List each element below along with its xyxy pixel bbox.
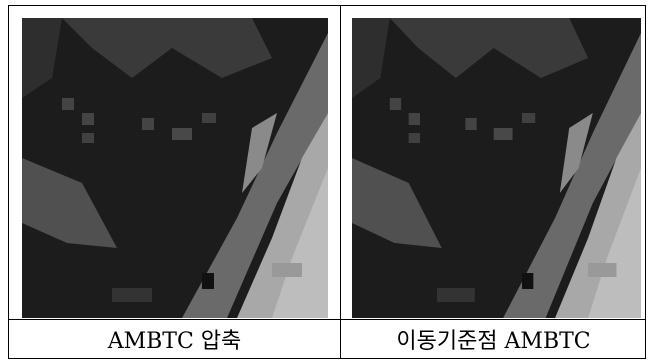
page: AMBTC 압축 이동기준점 AMBTC (() => { const data… [0, 0, 656, 363]
image-ambtc [22, 18, 328, 318]
caption: 이동기준점 AMBTC [341, 322, 646, 359]
image-moving-ambtc [352, 18, 641, 318]
caption: AMBTC 압축 [9, 322, 340, 359]
row-divider [8, 319, 646, 320]
column-divider [340, 5, 341, 359]
